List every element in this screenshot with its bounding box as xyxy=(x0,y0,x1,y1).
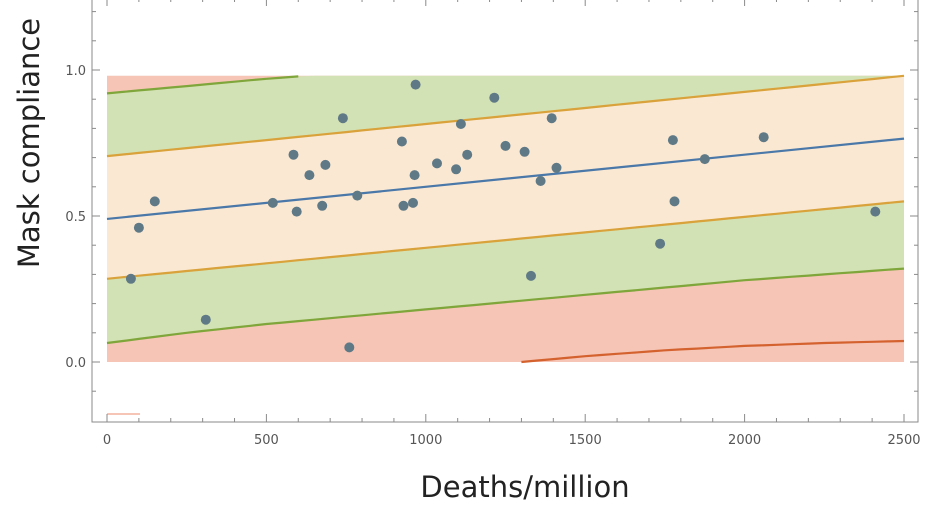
data-point xyxy=(408,197,418,208)
data-point xyxy=(535,176,546,186)
x-tick-label: 1000 xyxy=(409,433,442,448)
y-tick-label: 0.5 xyxy=(65,210,86,225)
data-point xyxy=(133,222,144,233)
inner-band-lower-edge xyxy=(106,200,905,280)
data-point xyxy=(317,200,328,211)
inner-band xyxy=(107,75,904,279)
data-point xyxy=(267,197,278,208)
y-axis-title: Mask compliance xyxy=(12,18,46,268)
data-point xyxy=(699,154,710,165)
data-point xyxy=(320,159,331,170)
data-point xyxy=(870,206,881,217)
y-tick-label: 1.0 xyxy=(65,64,86,79)
data-point xyxy=(125,273,136,284)
data-point xyxy=(451,164,462,175)
data-point xyxy=(409,170,420,181)
data-point xyxy=(291,206,302,217)
x-tick-label: 2000 xyxy=(728,433,761,448)
data-point xyxy=(489,92,500,103)
confidence-bands xyxy=(106,74,905,415)
y-tick-label: 0.0 xyxy=(65,356,86,371)
data-point xyxy=(758,132,769,143)
data-point xyxy=(526,270,536,281)
data-point xyxy=(546,113,557,124)
data-point xyxy=(667,135,678,146)
data-point xyxy=(669,196,680,207)
inner-band-upper-edge xyxy=(106,74,905,158)
middle-band-upper-edge xyxy=(106,75,299,95)
data-point xyxy=(288,149,299,160)
outer-band-lower-edge xyxy=(521,339,905,364)
axis-ticks: 0 500 1000 1500 2000 2500 0.0 0.5 1.0 xyxy=(65,0,921,448)
data-point xyxy=(410,79,421,90)
data-point xyxy=(462,149,473,160)
middle-band-lower-edge xyxy=(106,267,905,345)
data-point xyxy=(304,170,315,181)
data-point xyxy=(500,140,511,151)
x-tick-label: 2500 xyxy=(887,433,920,448)
x-tick-label: 500 xyxy=(254,433,279,448)
data-point xyxy=(398,200,409,211)
fit-line xyxy=(106,137,905,221)
data-point xyxy=(655,238,666,249)
data-point xyxy=(396,136,407,147)
data-points xyxy=(125,79,881,353)
data-point xyxy=(352,190,363,201)
plot-frame xyxy=(91,0,919,423)
data-point xyxy=(455,119,466,129)
data-point xyxy=(149,196,160,207)
data-point xyxy=(200,314,211,325)
x-tick-label: 0 xyxy=(103,433,111,448)
data-point xyxy=(519,146,530,157)
x-tick-label: 1500 xyxy=(569,433,602,448)
data-point xyxy=(432,158,442,169)
data-point xyxy=(344,342,355,353)
x-axis-title: Deaths/million xyxy=(420,470,629,504)
data-point xyxy=(337,113,348,124)
data-point xyxy=(551,162,562,173)
